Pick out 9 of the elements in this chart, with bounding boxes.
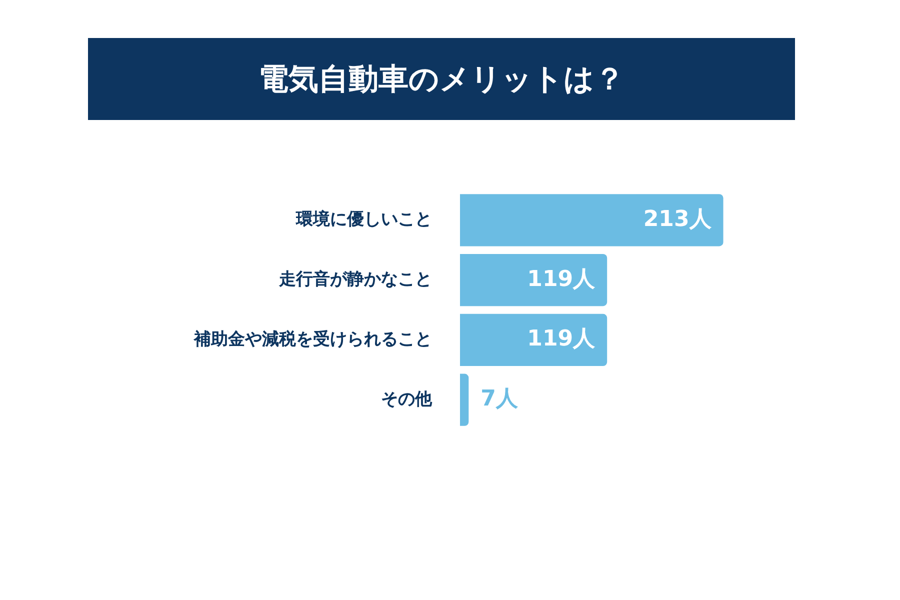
- chart-title: 電気自動車のメリットは？: [88, 38, 795, 120]
- data-label: 7人: [480, 386, 519, 412]
- data-label: 119人: [527, 326, 596, 352]
- y-tick-label: 走行音が静かなこと: [278, 269, 432, 290]
- y-tick-label: その他: [381, 389, 433, 410]
- data-label: 213人: [643, 206, 712, 232]
- y-tick-label: 補助金や減税を受けられること: [193, 329, 432, 350]
- data-label: 119人: [527, 266, 596, 292]
- y-tick-label: 環境に優しいこと: [295, 210, 432, 230]
